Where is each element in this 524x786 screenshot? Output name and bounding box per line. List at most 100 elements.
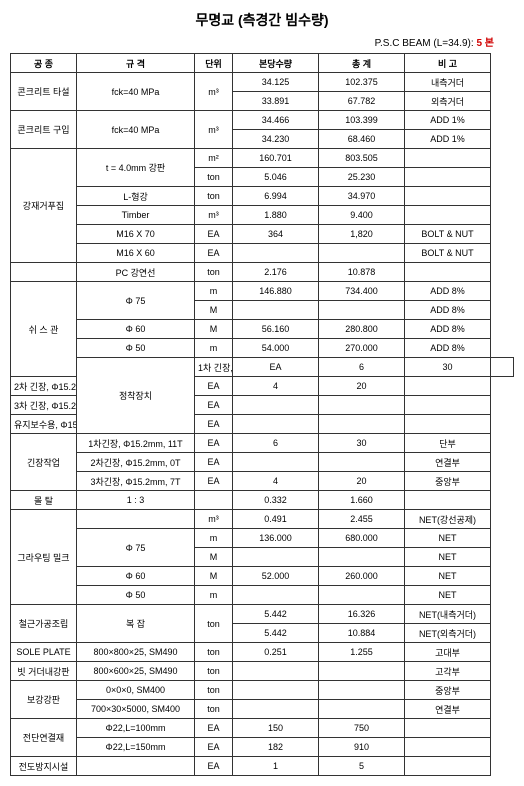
cell-q bbox=[233, 586, 319, 605]
cell-q bbox=[233, 415, 319, 434]
cell-n bbox=[405, 168, 491, 187]
cell-gong: 콘크리트 타설 bbox=[11, 73, 77, 111]
cell-unit: ton bbox=[195, 605, 233, 643]
cell-gong: 쉬 스 관 bbox=[11, 282, 77, 377]
cell-t: 102.375 bbox=[319, 73, 405, 92]
cell-unit: EA bbox=[195, 472, 233, 491]
header-note: 비 고 bbox=[405, 54, 491, 73]
cell-n: ADD 1% bbox=[405, 130, 491, 149]
cell-spec bbox=[77, 757, 195, 776]
table-row: 700×30×5000, SM400ton연결부 bbox=[11, 700, 514, 719]
cell-n: ADD 8% bbox=[405, 339, 491, 358]
cell-t: 734.400 bbox=[319, 282, 405, 301]
subtitle-prefix: P.S.C BEAM (L=34.9): bbox=[375, 38, 474, 49]
cell-n bbox=[405, 187, 491, 206]
cell-unit: m³ bbox=[195, 111, 233, 149]
cell-unit: M bbox=[195, 567, 233, 586]
cell-t: 2.455 bbox=[319, 510, 405, 529]
cell-q: 6.994 bbox=[233, 187, 319, 206]
cell-t: 68.460 bbox=[319, 130, 405, 149]
cell-n: NET(강선공제) bbox=[405, 510, 491, 529]
cell-spec: fck=40 MPa bbox=[77, 111, 195, 149]
table-row: Timberm³1.8809.400 bbox=[11, 206, 514, 225]
cell-n: BOLT & NUT bbox=[405, 244, 491, 263]
cell-t: 30 bbox=[405, 358, 491, 377]
table-row: PC 강연선ton2.17610.878 bbox=[11, 263, 514, 282]
cell-spec: Timber bbox=[77, 206, 195, 225]
cell-unit: EA bbox=[233, 358, 319, 377]
cell-q: 34.230 bbox=[233, 130, 319, 149]
cell-n: 연결부 bbox=[405, 453, 491, 472]
cell-q bbox=[233, 453, 319, 472]
cell-spec: M16 X 70 bbox=[77, 225, 195, 244]
cell-spec: 800×800×25, SM490 bbox=[77, 643, 195, 662]
cell-spec: 2차 긴장, Φ15.2mm, 0T bbox=[11, 377, 77, 396]
cell-n: 내측거더 bbox=[405, 73, 491, 92]
cell-spec: fck=40 MPa bbox=[77, 73, 195, 111]
cell-t bbox=[319, 586, 405, 605]
cell-t bbox=[319, 301, 405, 320]
cell-n: 단부 bbox=[405, 434, 491, 453]
cell-spec: 3차 긴장, Φ15.2mm, 7T bbox=[11, 396, 77, 415]
cell-unit: m² bbox=[195, 149, 233, 168]
table-row: 3차긴장, Φ15.2mm, 7TEA420중앙부 bbox=[11, 472, 514, 491]
cell-t bbox=[319, 700, 405, 719]
cell-unit: EA bbox=[195, 757, 233, 776]
cell-q: 136.000 bbox=[233, 529, 319, 548]
cell-n: ADD 8% bbox=[405, 282, 491, 301]
cell-gong: 몰 탈 bbox=[11, 491, 77, 510]
cell-spec: 1차 긴장, Φ15.2mm, 11T bbox=[195, 358, 233, 377]
table-row: Φ22,L=150mmEA182910 bbox=[11, 738, 514, 757]
cell-unit: ton bbox=[195, 681, 233, 700]
table-row: 전도방지시설EA15 bbox=[11, 757, 514, 776]
cell-q bbox=[233, 396, 319, 415]
cell-spec: L-형강 bbox=[77, 187, 195, 206]
cell-t: 16.326 bbox=[319, 605, 405, 624]
cell-q bbox=[233, 244, 319, 263]
cell-q: 0.491 bbox=[233, 510, 319, 529]
cell-t bbox=[319, 662, 405, 681]
header-total: 총 계 bbox=[319, 54, 405, 73]
cell-spec: 1 : 3 bbox=[77, 491, 195, 510]
cell-q: 4 bbox=[233, 377, 319, 396]
cell-spec: 3차긴장, Φ15.2mm, 7T bbox=[77, 472, 195, 491]
cell-spec: Φ22,L=100mm bbox=[77, 719, 195, 738]
cell-n bbox=[405, 757, 491, 776]
cell-q: 364 bbox=[233, 225, 319, 244]
cell-n: 외측거더 bbox=[405, 92, 491, 111]
cell-unit: EA bbox=[195, 377, 233, 396]
cell-t: 67.782 bbox=[319, 92, 405, 111]
cell-unit: EA bbox=[195, 415, 233, 434]
table-row: 콘크리트 구입fck=40 MPam³34.466103.399ADD 1% bbox=[11, 111, 514, 130]
cell-t: 20 bbox=[319, 377, 405, 396]
cell-unit: m bbox=[195, 339, 233, 358]
cell-spec: Φ22,L=150mm bbox=[77, 738, 195, 757]
cell-q: 34.466 bbox=[233, 111, 319, 130]
cell-unit: EA bbox=[195, 453, 233, 472]
cell-q: 5.442 bbox=[233, 624, 319, 643]
cell-q: 150 bbox=[233, 719, 319, 738]
quantity-table: 공 종 규 격 단위 본당수량 총 계 비 고 콘크리트 타설fck=40 MP… bbox=[10, 53, 514, 776]
cell-n: NET bbox=[405, 567, 491, 586]
cell-n: ADD 8% bbox=[405, 301, 491, 320]
table-row: 2차긴장, Φ15.2mm, 0TEA연결부 bbox=[11, 453, 514, 472]
table-row: M16 X 60EABOLT & NUT bbox=[11, 244, 514, 263]
cell-t: 9.400 bbox=[319, 206, 405, 225]
cell-spec: Φ 50 bbox=[77, 586, 195, 605]
cell-unit: EA bbox=[195, 396, 233, 415]
cell-spec: Φ 60 bbox=[77, 567, 195, 586]
header-qty: 본당수량 bbox=[233, 54, 319, 73]
table-row: Φ 75m136.000680.000NET bbox=[11, 529, 514, 548]
table-row: Φ 50m54.000270.000ADD 8% bbox=[11, 339, 514, 358]
cell-n: NET bbox=[405, 529, 491, 548]
cell-q: 6 bbox=[319, 358, 405, 377]
cell-q bbox=[233, 548, 319, 567]
table-row: 쉬 스 관Φ 75m146.880734.400ADD 8% bbox=[11, 282, 514, 301]
table-row: M16 X 70EA3641,820BOLT & NUT bbox=[11, 225, 514, 244]
table-row: 긴장작업1차긴장, Φ15.2mm, 11TEA630단부 bbox=[11, 434, 514, 453]
header-gong: 공 종 bbox=[11, 54, 77, 73]
cell-t: 10.878 bbox=[319, 263, 405, 282]
cell-q: 33.891 bbox=[233, 92, 319, 111]
cell-t: 750 bbox=[319, 719, 405, 738]
cell-n: 중앙부 bbox=[405, 472, 491, 491]
